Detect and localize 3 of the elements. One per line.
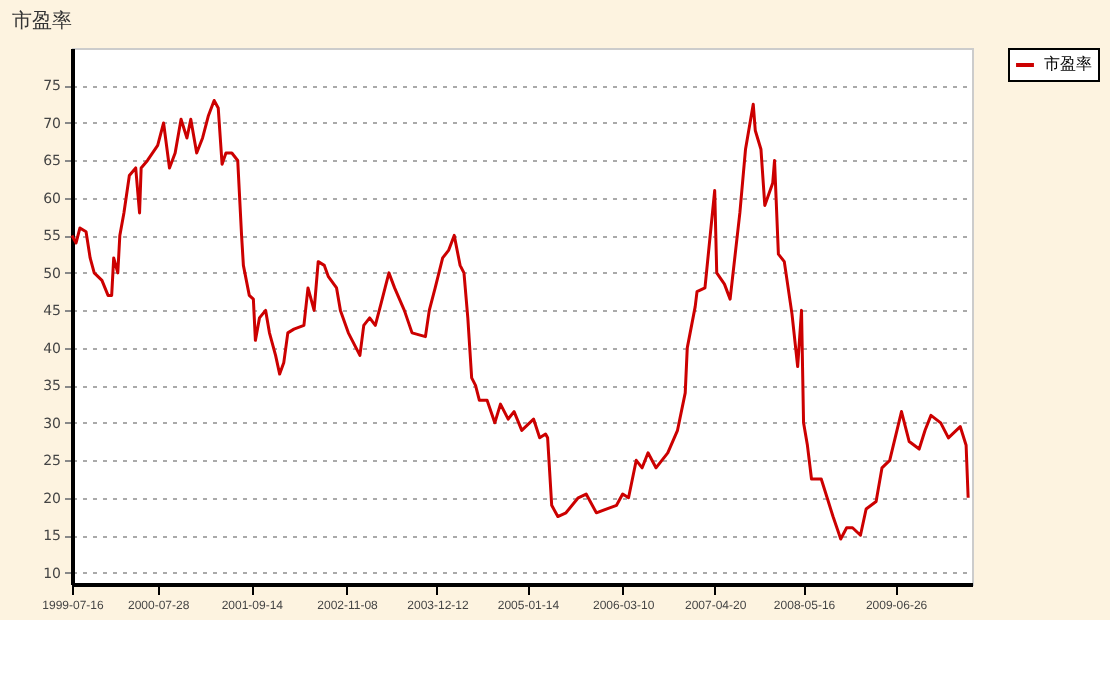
line-series [70,98,970,541]
legend-label: 市盈率 [1044,55,1092,73]
chart-title: 市盈率 [12,9,72,33]
